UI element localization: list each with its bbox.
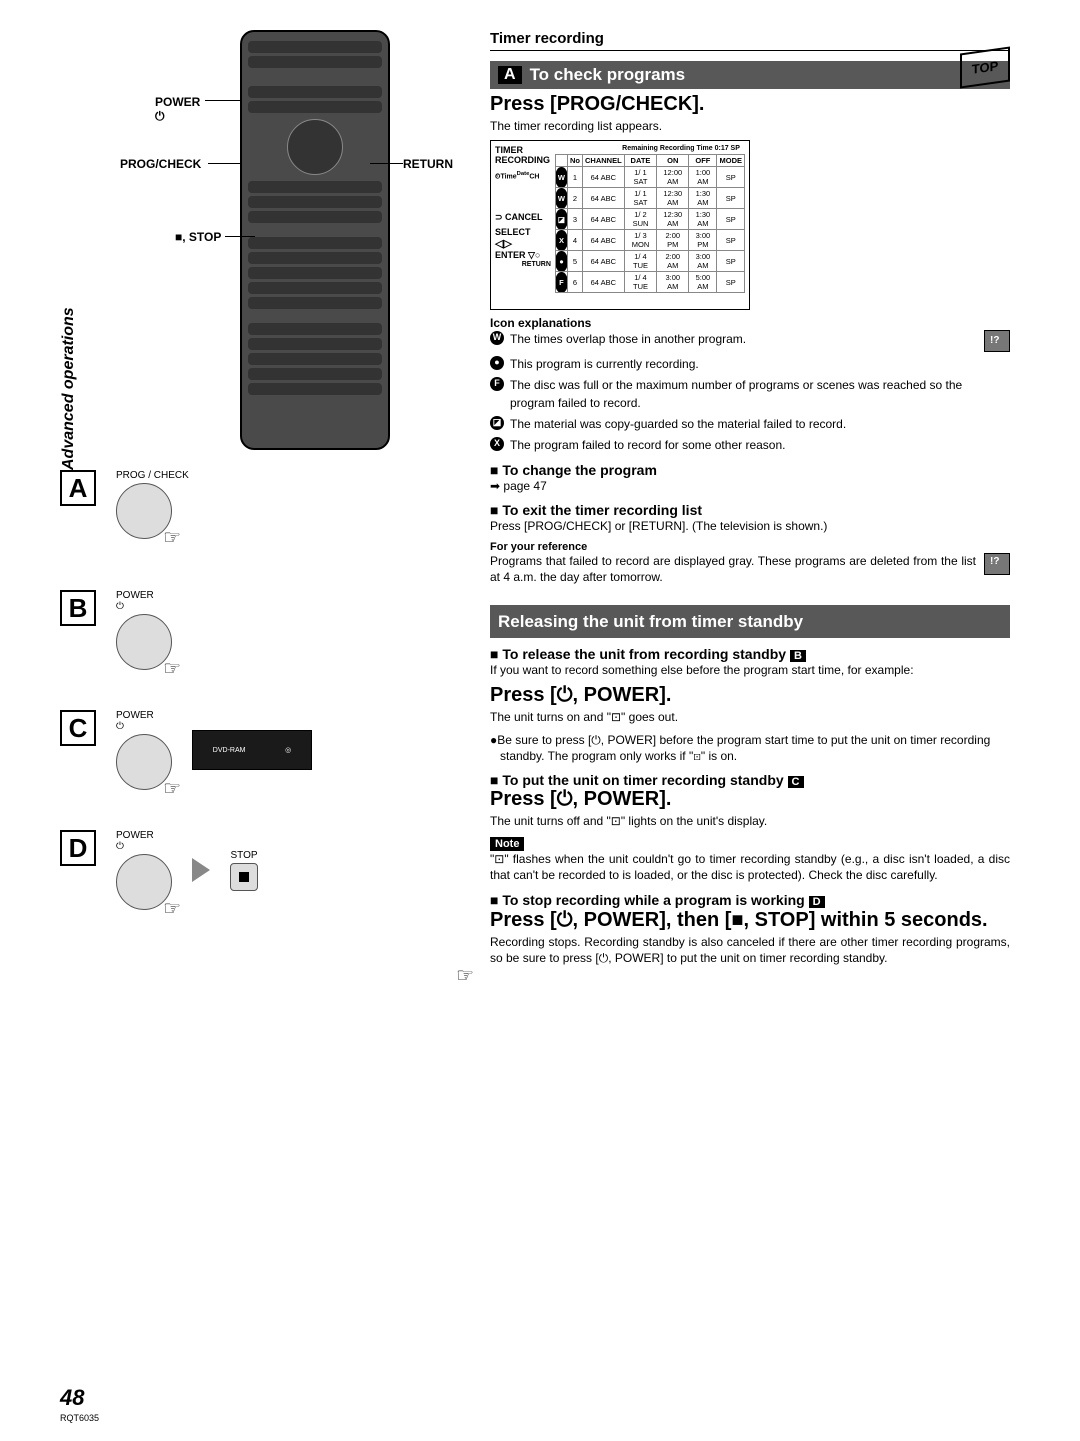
hand-icon: ☞ <box>163 656 181 681</box>
section-b-header: Releasing the unit from timer standby <box>490 605 1010 638</box>
to-change-program: To change the program <box>490 462 1010 478</box>
step-a-letter: A <box>60 470 96 506</box>
press3-desc: Recording stops. Recording standby is al… <box>490 934 1010 966</box>
remote-body <box>240 30 390 450</box>
step-d-label: POWER⏻ <box>116 830 172 852</box>
step-d-stop-label: STOP <box>230 850 258 861</box>
sub1-text: If you want to record something else bef… <box>490 662 1010 678</box>
label-power: POWER⏻ <box>155 95 200 124</box>
note-text: "⊡" flashes when the unit couldn't go to… <box>490 851 1010 883</box>
step-c-letter: C <box>60 710 96 746</box>
press1-bullet: ●Be sure to press [⏻, POWER] before the … <box>490 732 1010 764</box>
to-exit-list: To exit the timer recording list <box>490 502 1010 518</box>
section-a-letter: A <box>498 66 522 84</box>
press-power-1: Press [⏻, POWER]. <box>490 684 1010 707</box>
stop-button: ☞ <box>230 863 258 891</box>
right-column: Timer recording A To check programs Pres… <box>490 30 1010 972</box>
power-button-d: ☞ <box>116 854 172 910</box>
icon-explanations-head: Icon explanations <box>490 316 1010 330</box>
press-progcheck: Press [PROG/CHECK]. <box>490 93 1010 116</box>
progcheck-button: ☞ <box>116 483 172 539</box>
step-c: C POWER⏻ ☞ DVD-RAM◎ <box>60 710 460 810</box>
step-a: A PROG / CHECK ☞ <box>60 470 460 570</box>
press-power-stop: Press [⏻, POWER], then [■, STOP] within … <box>490 908 1010 932</box>
section-a-header: A To check programs <box>490 61 1010 89</box>
to-put-standby: To put the unit on timer recording stand… <box>490 772 1010 788</box>
doc-code: RQT6035 <box>60 1413 99 1423</box>
power-button-c: ☞ <box>116 734 172 790</box>
note-label: Note <box>490 837 524 851</box>
press-power-2: Press [⏻, POWER]. <box>490 788 1010 811</box>
hand-icon: ☞ <box>163 525 181 550</box>
text-appears: The timer recording list appears. <box>490 118 1010 134</box>
for-your-reference: For your reference <box>490 541 1010 553</box>
timer-table: NoCHANNELDATEONOFFMODE W164 ABC1/ 1 SAT1… <box>555 154 745 293</box>
ref-text: Programs that failed to record are displ… <box>490 553 976 585</box>
timer-screenshot: TIMER RECORDING ⏲TimeDateCH ⊃ CANCEL SEL… <box>490 140 750 310</box>
to-release-standby: To release the unit from recording stand… <box>490 646 1010 662</box>
change-ref: ➡ page 47 <box>490 478 1010 494</box>
step-a-label: PROG / CHECK <box>116 470 189 481</box>
step-b: B POWER⏻ ☞ <box>60 590 460 690</box>
label-progcheck: PROG/CHECK <box>120 157 201 171</box>
hand-icon: ☞ <box>163 896 181 921</box>
top-flag: TOP <box>960 46 1010 88</box>
step-c-label: POWER⏻ <box>116 710 172 732</box>
dvd-unit: DVD-RAM◎ <box>192 730 312 770</box>
press2-desc: The unit turns off and "⊡" lights on the… <box>490 813 1010 829</box>
label-stop: ■, STOP <box>175 230 221 244</box>
icon-list: WThe times overlap those in another prog… <box>490 330 1010 454</box>
to-stop-recording: To stop recording while a program is wor… <box>490 892 1010 908</box>
hand-icon: ☞ <box>456 963 474 988</box>
book-icon <box>984 553 1010 575</box>
page-number: 48 <box>60 1385 84 1411</box>
then-arrow-icon <box>192 858 210 882</box>
left-column: Advanced operations <box>60 30 460 972</box>
header-timer-recording: Timer recording <box>490 30 1010 51</box>
step-d: D POWER⏻ ☞ STOP ☞ <box>60 830 460 930</box>
step-b-label: POWER⏻ <box>116 590 172 612</box>
step-b-letter: B <box>60 590 96 626</box>
exit-text: Press [PROG/CHECK] or [RETURN]. (The tel… <box>490 518 1010 534</box>
remote-diagram: POWER⏻ PROG/CHECK RETURN ■, STOP <box>60 30 460 470</box>
press1-desc: The unit turns on and "⊡" goes out. <box>490 709 1010 725</box>
power-button-b: ☞ <box>116 614 172 670</box>
hand-icon: ☞ <box>163 776 181 801</box>
step-d-letter: D <box>60 830 96 866</box>
label-return: RETURN <box>403 157 453 171</box>
